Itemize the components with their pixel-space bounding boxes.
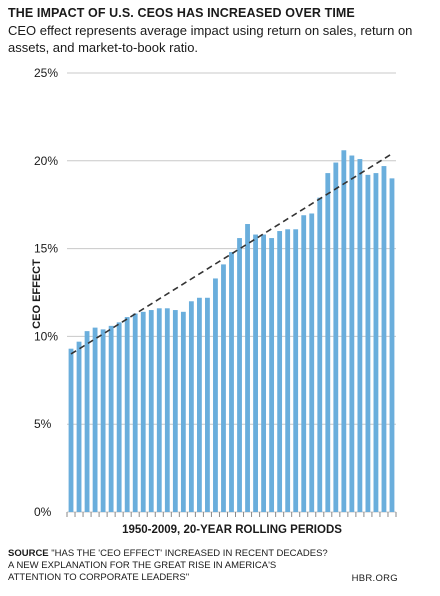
y-tick-label: 0% — [34, 505, 52, 519]
bar — [373, 173, 379, 513]
bar — [156, 308, 162, 512]
bar — [132, 313, 138, 512]
bar — [68, 348, 74, 512]
bar — [381, 166, 387, 512]
trendline — [70, 153, 393, 355]
bar — [148, 310, 154, 512]
y-tick-label: 10% — [34, 329, 58, 343]
bar — [365, 174, 371, 512]
bar — [229, 252, 234, 512]
brand-label: HBR.ORG — [351, 573, 398, 584]
bar — [317, 197, 323, 512]
bar — [253, 234, 258, 512]
bar — [188, 301, 194, 512]
bar — [261, 234, 267, 512]
x-axis-label: 1950-2009, 20-YEAR ROLLING PERIODS — [122, 524, 342, 536]
source-label: SOURCE — [8, 548, 49, 559]
bar — [180, 311, 186, 512]
bar — [140, 311, 146, 512]
bar — [325, 173, 331, 513]
bar — [357, 159, 363, 512]
y-axis-ticks: 0% 5% 10% 15% 20% 25% — [34, 66, 58, 519]
bar — [285, 229, 291, 512]
y-tick-label: 25% — [34, 66, 58, 80]
source-note: SOURCE "HAS THE 'CEO EFFECT' INCREASED I… — [8, 548, 328, 584]
bar — [196, 297, 202, 512]
bar — [100, 329, 106, 512]
bar — [124, 317, 130, 512]
bar — [309, 213, 315, 513]
bar — [341, 150, 347, 513]
chart-subtitle: CEO effect represents average impact usi… — [8, 23, 413, 55]
bar — [277, 231, 283, 513]
bar — [301, 215, 307, 512]
source-text: "HAS THE 'CEO EFFECT' INCREASED IN RECEN… — [8, 548, 328, 583]
bar — [116, 322, 122, 512]
y-axis-label: CEO EFFECT — [31, 259, 43, 329]
bar — [205, 297, 210, 512]
bar — [172, 310, 178, 512]
bar — [213, 278, 218, 512]
bar — [108, 325, 114, 512]
bar — [92, 327, 98, 512]
bar — [333, 162, 339, 512]
chart-title: THE IMPACT OF U.S. CEOS HAS INCREASED OV… — [8, 6, 355, 20]
bar — [164, 308, 170, 512]
bar — [76, 341, 82, 512]
y-tick-label: 15% — [34, 242, 58, 256]
y-tick-label: 5% — [34, 417, 52, 431]
bar — [269, 238, 275, 512]
bars — [68, 150, 395, 513]
bar — [293, 229, 299, 512]
trendline-group — [70, 153, 393, 355]
bar — [349, 155, 355, 513]
bar — [389, 178, 395, 513]
bar — [237, 238, 242, 512]
y-tick-label: 20% — [34, 154, 58, 168]
bar — [84, 331, 90, 512]
x-axis-ticks — [66, 512, 397, 517]
bar — [221, 264, 226, 512]
bar — [245, 224, 250, 513]
